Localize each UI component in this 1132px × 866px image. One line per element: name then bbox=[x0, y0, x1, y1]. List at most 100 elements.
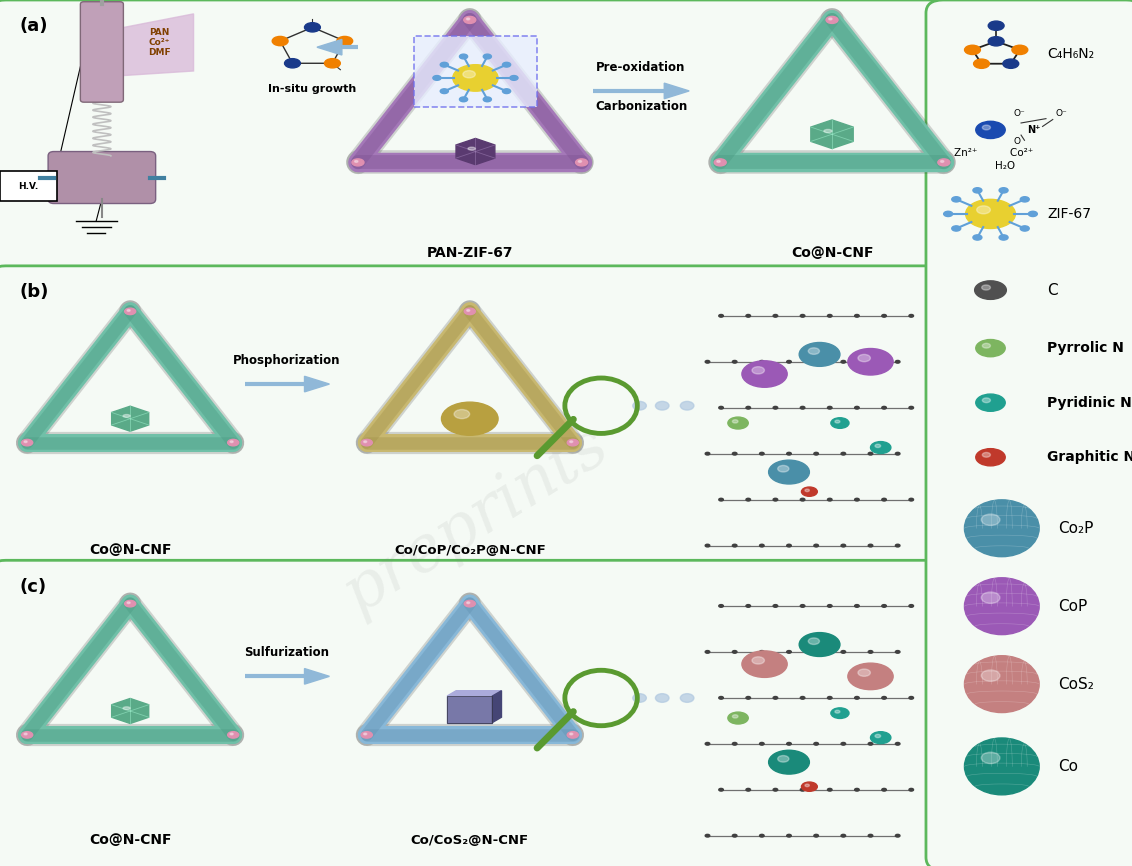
Ellipse shape bbox=[868, 742, 873, 745]
Ellipse shape bbox=[964, 45, 980, 55]
Polygon shape bbox=[447, 691, 501, 696]
Ellipse shape bbox=[361, 732, 372, 738]
Ellipse shape bbox=[868, 834, 873, 837]
Polygon shape bbox=[447, 696, 492, 722]
Text: Co/CoP/Co₂P@N-CNF: Co/CoP/Co₂P@N-CNF bbox=[394, 544, 546, 557]
Text: Sulfurization: Sulfurization bbox=[245, 646, 329, 659]
Ellipse shape bbox=[871, 442, 891, 454]
Ellipse shape bbox=[801, 487, 817, 496]
Ellipse shape bbox=[848, 663, 893, 689]
Ellipse shape bbox=[732, 420, 738, 423]
Ellipse shape bbox=[941, 160, 944, 163]
Ellipse shape bbox=[981, 670, 1000, 682]
Ellipse shape bbox=[773, 696, 778, 699]
Ellipse shape bbox=[855, 604, 859, 607]
Text: (b): (b) bbox=[19, 283, 49, 301]
Ellipse shape bbox=[705, 650, 710, 653]
Ellipse shape bbox=[974, 59, 989, 68]
Ellipse shape bbox=[760, 360, 764, 363]
Ellipse shape bbox=[441, 402, 498, 436]
Ellipse shape bbox=[972, 235, 981, 240]
Ellipse shape bbox=[1000, 188, 1009, 193]
Ellipse shape bbox=[981, 514, 1000, 526]
Ellipse shape bbox=[732, 714, 738, 718]
Ellipse shape bbox=[125, 600, 136, 607]
Ellipse shape bbox=[503, 89, 511, 94]
Ellipse shape bbox=[827, 406, 832, 409]
Ellipse shape bbox=[578, 160, 582, 163]
Ellipse shape bbox=[440, 89, 448, 94]
Ellipse shape bbox=[808, 638, 820, 644]
Ellipse shape bbox=[272, 36, 288, 46]
Ellipse shape bbox=[814, 834, 818, 837]
Ellipse shape bbox=[835, 420, 840, 423]
Ellipse shape bbox=[305, 23, 320, 32]
Ellipse shape bbox=[964, 500, 1039, 557]
Ellipse shape bbox=[871, 732, 891, 744]
Text: C: C bbox=[1047, 282, 1057, 298]
Ellipse shape bbox=[800, 604, 805, 607]
Ellipse shape bbox=[868, 650, 873, 653]
Ellipse shape bbox=[895, 834, 900, 837]
Polygon shape bbox=[305, 669, 329, 684]
Text: Pyrrolic N: Pyrrolic N bbox=[1047, 341, 1124, 355]
Ellipse shape bbox=[468, 147, 475, 150]
Ellipse shape bbox=[483, 97, 491, 101]
FancyBboxPatch shape bbox=[48, 152, 156, 204]
Ellipse shape bbox=[773, 604, 778, 607]
FancyBboxPatch shape bbox=[0, 560, 945, 866]
Text: Zn²⁺          Co²⁺: Zn²⁺ Co²⁺ bbox=[954, 148, 1034, 158]
Ellipse shape bbox=[875, 444, 881, 448]
Ellipse shape bbox=[361, 439, 372, 446]
Ellipse shape bbox=[732, 650, 737, 653]
Ellipse shape bbox=[827, 604, 832, 607]
Ellipse shape bbox=[1003, 59, 1019, 68]
Ellipse shape bbox=[787, 544, 791, 547]
Ellipse shape bbox=[983, 397, 990, 403]
Text: O⁻: O⁻ bbox=[1013, 109, 1024, 118]
Text: (c): (c) bbox=[19, 578, 46, 596]
Ellipse shape bbox=[466, 309, 470, 312]
Ellipse shape bbox=[230, 734, 233, 735]
Text: O⁻: O⁻ bbox=[1055, 109, 1066, 118]
Ellipse shape bbox=[719, 604, 723, 607]
Ellipse shape bbox=[800, 498, 805, 501]
Text: Pyridinic N: Pyridinic N bbox=[1047, 396, 1132, 410]
Ellipse shape bbox=[787, 650, 791, 653]
Ellipse shape bbox=[858, 354, 871, 362]
Ellipse shape bbox=[981, 285, 990, 290]
Text: Co₂P: Co₂P bbox=[1058, 520, 1094, 536]
Ellipse shape bbox=[909, 696, 914, 699]
Ellipse shape bbox=[814, 360, 818, 363]
Ellipse shape bbox=[719, 696, 723, 699]
Ellipse shape bbox=[1028, 211, 1037, 216]
Ellipse shape bbox=[801, 782, 817, 792]
Ellipse shape bbox=[841, 650, 846, 653]
Ellipse shape bbox=[964, 656, 1039, 713]
FancyBboxPatch shape bbox=[0, 266, 945, 580]
Ellipse shape bbox=[633, 401, 646, 410]
Polygon shape bbox=[664, 83, 689, 99]
Ellipse shape bbox=[976, 339, 1005, 357]
Ellipse shape bbox=[835, 710, 840, 713]
Ellipse shape bbox=[732, 360, 737, 363]
Ellipse shape bbox=[895, 650, 900, 653]
Ellipse shape bbox=[509, 75, 518, 81]
Ellipse shape bbox=[977, 206, 990, 214]
Ellipse shape bbox=[719, 788, 723, 791]
Ellipse shape bbox=[760, 650, 764, 653]
Ellipse shape bbox=[952, 197, 961, 202]
Polygon shape bbox=[112, 406, 148, 431]
Ellipse shape bbox=[773, 788, 778, 791]
Ellipse shape bbox=[569, 734, 573, 735]
Ellipse shape bbox=[719, 314, 723, 317]
Ellipse shape bbox=[1012, 45, 1028, 55]
Ellipse shape bbox=[503, 62, 511, 67]
Ellipse shape bbox=[981, 592, 1000, 604]
FancyBboxPatch shape bbox=[80, 2, 123, 102]
Ellipse shape bbox=[746, 696, 751, 699]
Ellipse shape bbox=[363, 734, 367, 735]
Ellipse shape bbox=[22, 439, 33, 446]
Ellipse shape bbox=[127, 309, 130, 312]
Ellipse shape bbox=[741, 361, 787, 387]
